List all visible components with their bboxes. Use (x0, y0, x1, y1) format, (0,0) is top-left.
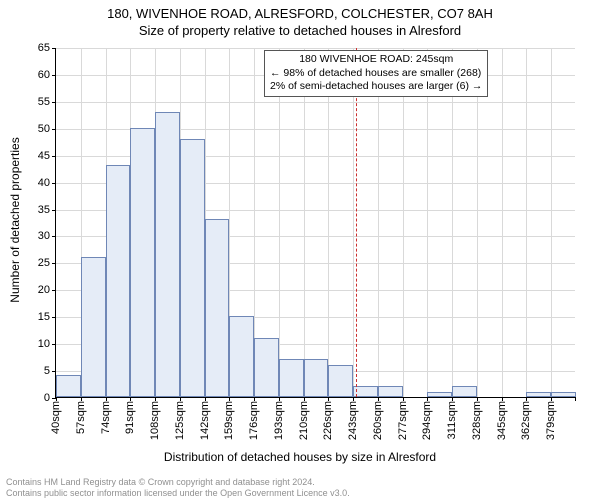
gridline-vertical (427, 48, 428, 397)
histogram-bar (378, 386, 403, 397)
ytick-label: 10 (38, 338, 56, 350)
histogram-bar (81, 257, 106, 397)
gridline-vertical (353, 48, 354, 397)
histogram-bar (526, 392, 551, 397)
xtick-label: 176sqm (248, 397, 260, 440)
footer-line-2: Contains public sector information licen… (6, 488, 350, 498)
xtick-label: 243sqm (347, 397, 359, 440)
xtick-label: 277sqm (397, 397, 409, 440)
histogram-bar (328, 365, 353, 397)
chart-plot-area: 0510152025303540455055606540sqm57sqm74sq… (55, 48, 575, 398)
xtick-label: 379sqm (545, 397, 557, 440)
annotation-line: 180 WIVENHOE ROAD: 245sqm (270, 53, 482, 67)
xtick-label: 193sqm (273, 397, 285, 440)
xtick-label: 260sqm (372, 397, 384, 440)
xtick-label: 362sqm (520, 397, 532, 440)
xtick-label: 91sqm (124, 397, 136, 434)
ytick-label: 45 (38, 150, 56, 162)
gridline-vertical (328, 48, 329, 397)
xtick-label: 57sqm (75, 397, 87, 434)
gridline-vertical (378, 48, 379, 397)
ytick-label: 65 (38, 42, 56, 54)
xtick-label: 40sqm (50, 397, 62, 434)
histogram-bar (452, 386, 477, 397)
ytick-label: 50 (38, 123, 56, 135)
annotation-line: 2% of semi-detached houses are larger (6… (270, 80, 482, 94)
gridline-vertical (477, 48, 478, 397)
xtick-label: 311sqm (446, 397, 458, 439)
annotation-line: ← 98% of detached houses are smaller (26… (270, 67, 482, 81)
histogram-bar (279, 359, 304, 397)
footer-attribution: Contains HM Land Registry data © Crown c… (6, 477, 350, 498)
gridline-horizontal (56, 48, 575, 49)
histogram-bar (551, 392, 576, 397)
xtick-label: 74sqm (100, 397, 112, 434)
histogram-bar (180, 139, 205, 397)
xtick-label: 159sqm (223, 397, 235, 440)
ytick-label: 35 (38, 204, 56, 216)
ytick-label: 55 (38, 96, 56, 108)
ytick-label: 40 (38, 177, 56, 189)
xtick-label: 108sqm (149, 397, 161, 440)
histogram-bar (353, 386, 378, 397)
histogram-bar (427, 392, 452, 397)
histogram-bar (130, 128, 155, 397)
gridline-horizontal (56, 102, 575, 103)
gridline-vertical (452, 48, 453, 397)
gridline-vertical (304, 48, 305, 397)
xtick-label: 226sqm (322, 397, 334, 440)
histogram-bar (56, 375, 81, 397)
marker-line (356, 48, 357, 397)
x-axis-label: Distribution of detached houses by size … (0, 450, 600, 464)
ytick-label: 30 (38, 230, 56, 242)
xtick-label: 210sqm (298, 397, 310, 440)
xtick-label: 142sqm (199, 397, 211, 440)
chart-subtitle: Size of property relative to detached ho… (0, 23, 600, 40)
gridline-vertical (279, 48, 280, 397)
gridline-vertical (403, 48, 404, 397)
histogram-bar (155, 112, 180, 397)
ytick-label: 25 (38, 257, 56, 269)
gridline-vertical (526, 48, 527, 397)
xtick-label: 345sqm (496, 397, 508, 440)
xtick-label: 125sqm (174, 397, 186, 440)
annotation-box: 180 WIVENHOE ROAD: 245sqm← 98% of detach… (264, 50, 488, 97)
xtick-mark (575, 397, 576, 401)
histogram-bar (205, 219, 230, 397)
chart-title: 180, WIVENHOE ROAD, ALRESFORD, COLCHESTE… (0, 0, 600, 23)
y-axis-label: Number of detached properties (8, 137, 22, 302)
gridline-vertical (551, 48, 552, 397)
ytick-label: 5 (44, 365, 56, 377)
histogram-bar (229, 316, 254, 397)
histogram-bar (304, 359, 329, 397)
ytick-label: 60 (38, 69, 56, 81)
ytick-label: 20 (38, 284, 56, 296)
xtick-label: 328sqm (471, 397, 483, 440)
xtick-label: 294sqm (421, 397, 433, 440)
ytick-label: 15 (38, 311, 56, 323)
footer-line-1: Contains HM Land Registry data © Crown c… (6, 477, 350, 487)
gridline-vertical (502, 48, 503, 397)
histogram-bar (254, 338, 279, 397)
histogram-bar (106, 165, 131, 397)
